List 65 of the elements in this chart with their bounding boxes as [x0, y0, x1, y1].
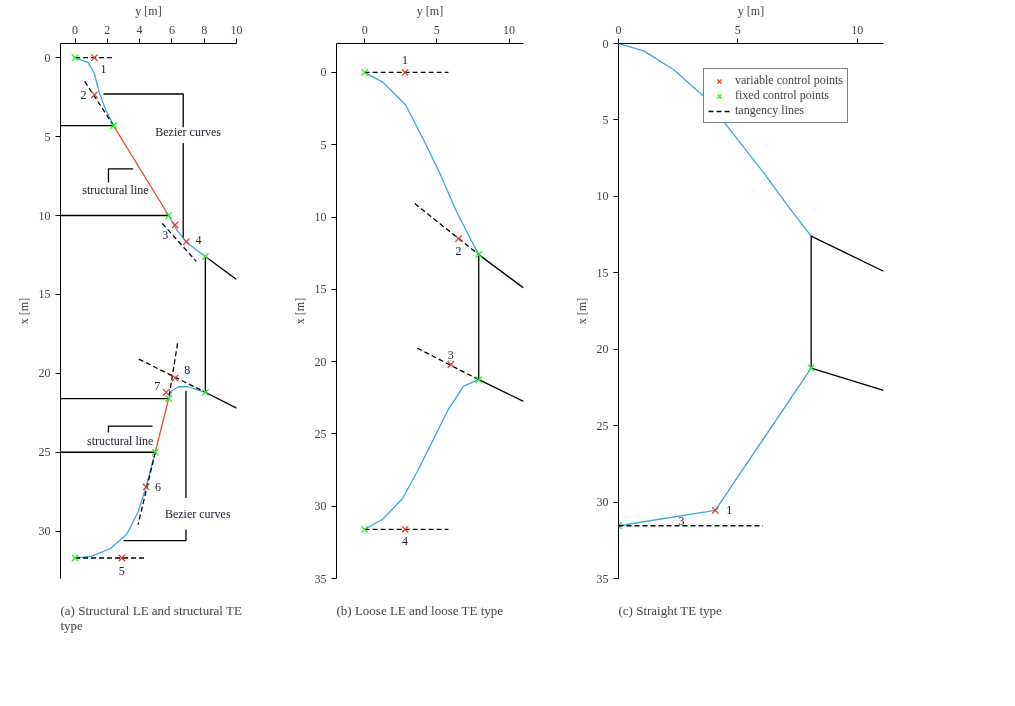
y-axis-title: x [m] — [292, 297, 307, 325]
annotation: 3 — [162, 227, 169, 242]
y-tick-label: 35 — [596, 571, 609, 586]
annotation: 4 — [402, 534, 409, 549]
x-tick-label: 2 — [104, 22, 111, 37]
annotation: 6 — [155, 479, 162, 494]
text: (a) Structural LE and structural TE type — [60, 603, 242, 633]
y-tick-label: 10 — [314, 210, 327, 225]
y-tick-label: 25 — [314, 426, 327, 441]
y-tick-label: 30 — [596, 495, 609, 510]
y-axis-title: x [m] — [16, 297, 31, 325]
annotation: 3 — [447, 347, 454, 362]
x-axis-title: y [m] — [737, 3, 765, 18]
y-tick-label: 15 — [38, 287, 51, 302]
y-tick-label: 0 — [44, 50, 51, 65]
annotation: structural line — [87, 434, 154, 449]
x-tick-label: 10 — [230, 22, 243, 37]
x-tick-label: 10 — [851, 22, 864, 37]
y-tick-label: 10 — [38, 208, 51, 223]
annotation: 1 — [402, 53, 409, 68]
y-tick-label: 15 — [596, 265, 609, 280]
annotation: 3 — [678, 513, 685, 528]
x-tick-label: 5 — [433, 22, 440, 37]
y-axis-title: x [m] — [574, 297, 589, 325]
y-tick-label: 10 — [596, 189, 609, 204]
x-axis-title: y [m] — [416, 3, 444, 18]
text: (c) Straight TE type — [618, 603, 723, 618]
y-tick-label: 20 — [38, 366, 51, 381]
y-tick-label: 30 — [38, 524, 51, 539]
y-tick-label: 20 — [314, 354, 327, 369]
y-tick-label: 0 — [320, 65, 327, 80]
x-tick-label: 8 — [201, 22, 208, 37]
x-tick-label: 10 — [503, 22, 516, 37]
y-tick-label: 20 — [596, 342, 609, 357]
legend-label: variable control points — [735, 73, 843, 88]
annotation: Bezier curves — [155, 124, 222, 139]
legend-label: fixed control points — [735, 88, 829, 103]
y-tick-label: 15 — [314, 282, 327, 297]
y-tick-label: 25 — [38, 445, 51, 460]
x-tick-label: 6 — [168, 22, 175, 37]
y-tick-label: 35 — [314, 571, 327, 586]
annotation: 1 — [100, 61, 107, 76]
annotation: structural line — [82, 183, 149, 198]
y-tick-label: 30 — [314, 499, 327, 514]
y-tick-label: 5 — [602, 112, 609, 127]
text: (b) Loose LE and loose TE type — [336, 603, 504, 618]
annotation: 1 — [726, 503, 733, 518]
annotation: 5 — [118, 563, 125, 578]
annotation: 2 — [455, 243, 462, 258]
x-tick-label: 0 — [361, 22, 368, 37]
annotation: 4 — [195, 232, 202, 247]
annotation: 7 — [154, 379, 161, 394]
y-tick-label: 5 — [44, 129, 51, 144]
annotation: Bezier curves — [164, 506, 231, 521]
x-tick-label: 0 — [72, 22, 79, 37]
y-tick-label: 5 — [320, 137, 327, 152]
annotation: 2 — [80, 87, 87, 102]
legend-label: tangency lines — [735, 103, 804, 118]
y-tick-label: 0 — [602, 36, 609, 51]
y-tick-label: 25 — [596, 418, 609, 433]
x-tick-label: 5 — [734, 22, 741, 37]
annotation: 8 — [184, 363, 191, 378]
x-tick-label: 0 — [615, 22, 622, 37]
x-axis-title: y [m] — [135, 3, 162, 18]
x-tick-label: 4 — [136, 22, 143, 37]
